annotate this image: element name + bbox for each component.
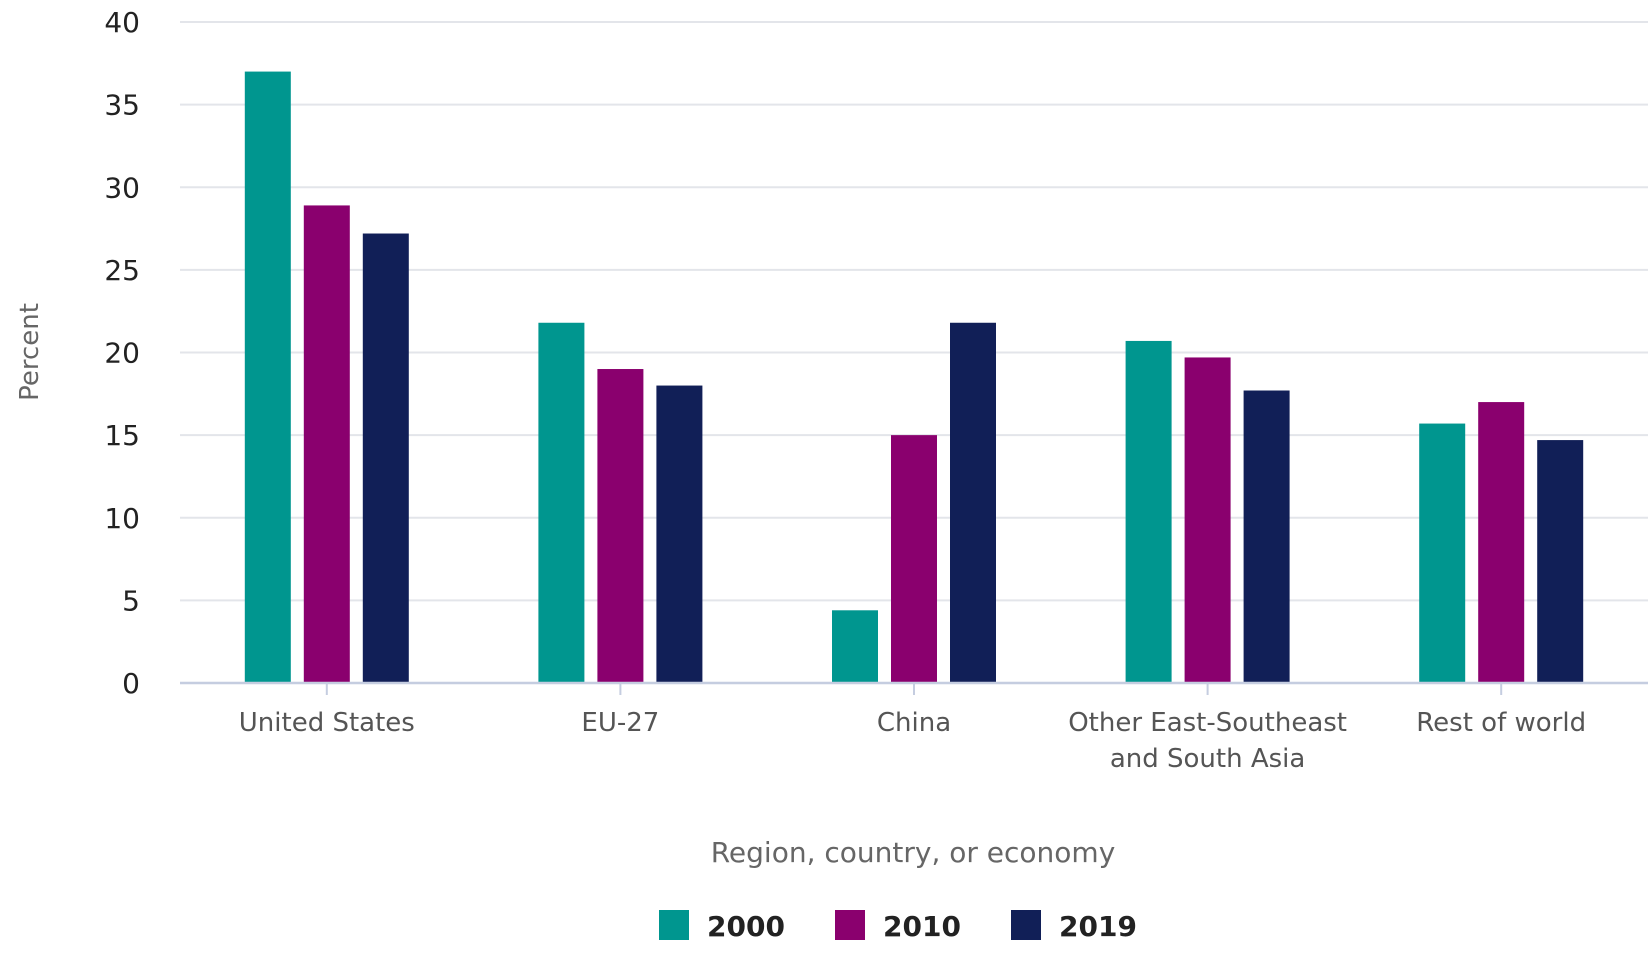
y-tick-label: 0 bbox=[122, 667, 140, 700]
legend-swatch bbox=[1011, 910, 1041, 940]
x-tick-label: and South Asia bbox=[1110, 744, 1306, 774]
axes: 0 5 10 15 20 25 30 35 40 United States EU-27 China O… bbox=[104, 6, 1648, 774]
bar bbox=[538, 322, 585, 683]
y-tick-label: 35 bbox=[104, 89, 140, 122]
bar bbox=[1243, 390, 1290, 683]
legend-swatch bbox=[659, 910, 689, 940]
x-axis-title: Region, country, or economy bbox=[711, 836, 1116, 869]
y-tick-label: 5 bbox=[122, 584, 140, 617]
bar bbox=[1419, 423, 1466, 683]
bar bbox=[950, 322, 996, 683]
legend-item: 2000 bbox=[659, 910, 785, 943]
legend-label: 2019 bbox=[1059, 910, 1137, 943]
bar bbox=[656, 385, 703, 683]
legend-label: 2000 bbox=[707, 910, 785, 943]
bar bbox=[597, 369, 644, 683]
legend-item: 2019 bbox=[1011, 910, 1137, 943]
bar bbox=[303, 205, 350, 684]
legend-swatch bbox=[835, 910, 865, 940]
legend-item: 2010 bbox=[835, 910, 961, 943]
x-tick-label: Rest of world bbox=[1416, 708, 1586, 738]
y-tick-label: 15 bbox=[104, 419, 140, 452]
x-tick-label: Other East-Southeast bbox=[1068, 708, 1347, 738]
y-tick-label: 25 bbox=[104, 254, 140, 287]
y-tick-label: 10 bbox=[104, 502, 140, 535]
y-tick-label: 20 bbox=[104, 337, 140, 370]
x-tick-label: United States bbox=[239, 708, 415, 738]
y-tick-label: 40 bbox=[104, 6, 140, 39]
y-tick-label: 30 bbox=[104, 171, 140, 204]
legend-label: 2010 bbox=[883, 910, 961, 943]
legend: 2000 2010 2019 bbox=[659, 910, 1137, 943]
bars bbox=[244, 71, 1584, 684]
x-tick-label: China bbox=[877, 708, 951, 738]
bar bbox=[1125, 340, 1172, 683]
bar bbox=[891, 435, 937, 683]
bar bbox=[1184, 357, 1231, 683]
bar bbox=[1537, 440, 1584, 683]
x-tick-label: EU-27 bbox=[581, 708, 659, 738]
bar bbox=[832, 610, 878, 683]
bar bbox=[1478, 402, 1525, 683]
y-axis-title: Percent bbox=[15, 303, 45, 401]
bar bbox=[244, 71, 291, 683]
bar bbox=[362, 233, 409, 683]
